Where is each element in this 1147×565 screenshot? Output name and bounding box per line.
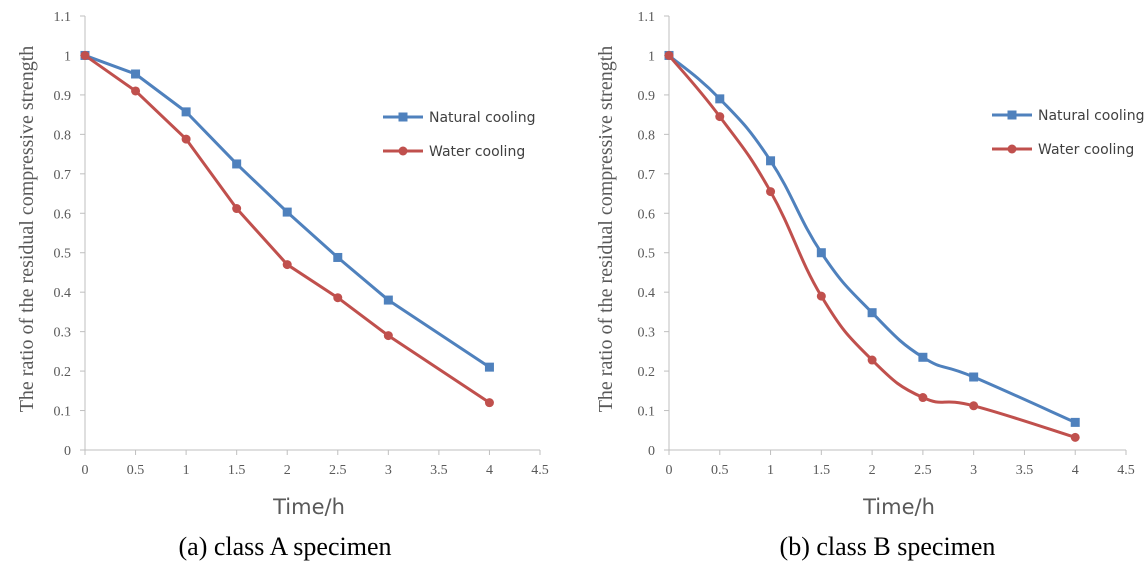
chart-b-natural-cooling-point <box>715 94 725 104</box>
chart-b-y-tick-label: 0.2 <box>638 365 656 380</box>
chart-b-plot: 0 0.1 0.2 0.3 0.4 0.5 0.6 0.7 0.8 0.9 1 1.1 0 0.5 1 1.5… <box>595 10 1144 519</box>
chart-a-y-tick-label: 1 <box>64 49 71 64</box>
chart-a-water-cooling-point <box>484 398 494 408</box>
chart-b-legend-natural-cooling-label: Natural cooling <box>1038 108 1144 124</box>
chart-a-water-cooling-point <box>181 134 191 144</box>
chart-b-natural-cooling-line <box>668 54 1076 424</box>
chart-a-x-tick-label: 3.5 <box>430 463 448 478</box>
chart-a-x-tick-label: 1.5 <box>228 463 246 478</box>
chart-a-water-cooling-point <box>282 260 292 270</box>
chart-a-water-cooling-line <box>84 54 491 404</box>
chart-a-y-tick-label: 0.3 <box>54 326 72 341</box>
chart-b-water-cooling-point <box>1070 432 1080 442</box>
chart-a-y-tick-label: 0.4 <box>54 286 72 301</box>
chart-b-x-tick-label: 0 <box>666 463 673 478</box>
chart-a-x-tick-label: 0 <box>82 463 89 478</box>
chart-a-y-tick-label: 0 <box>64 444 71 459</box>
chart-panel-b: 0 0.1 0.2 0.3 0.4 0.5 0.6 0.7 0.8 0.9 1 1.1 0 0.5 1 1.5… <box>574 0 1147 565</box>
chart-a-natural-cooling-point <box>333 252 343 262</box>
chart-a-water-cooling-point <box>80 50 90 60</box>
chart-b-water-cooling-point <box>867 355 877 365</box>
chart-b-x-tick-label: 0.5 <box>711 463 729 478</box>
chart-b-x-axis-title: Time/h <box>862 495 935 519</box>
chart-a-water-cooling-point <box>232 204 242 214</box>
chart-b-y-tick-label: 0.5 <box>638 247 656 262</box>
chart-b-water-cooling-point <box>664 50 674 60</box>
chart-b-water-cooling-point <box>816 291 826 301</box>
chart-b-water-cooling-point <box>969 401 979 411</box>
chart-b-legend-water-cooling-label: Water cooling <box>1038 142 1134 158</box>
chart-a-water-cooling-point <box>131 86 141 96</box>
chart-b-caption: (b) class B specimen <box>779 532 996 561</box>
chart-b-water-cooling-point <box>715 112 725 122</box>
chart-a-x-tick-label: 3 <box>385 463 392 478</box>
chart-b-natural-cooling-point <box>816 248 826 258</box>
chart-a-y-tick-label: 0.8 <box>54 128 72 143</box>
chart-a-y-tick-label: 0.7 <box>54 168 72 183</box>
chart-a-water-cooling-point <box>383 331 393 341</box>
chart-a-y-tick-label: 0.2 <box>54 365 72 380</box>
chart-b-water-cooling-point <box>766 187 776 197</box>
chart-b-x-tick-label: 2 <box>869 463 876 478</box>
chart-a-natural-cooling-point <box>232 159 242 169</box>
chart-a-x-tick-label: 0.5 <box>127 463 145 478</box>
chart-a-y-axis-title: The ratio of the residual compressive st… <box>16 46 38 413</box>
chart-b-natural-cooling-point <box>766 156 776 166</box>
chart-b-y-tick-label: 0 <box>648 444 655 459</box>
chart-a-x-tick-label: 4.5 <box>531 463 549 478</box>
chart-b-natural-cooling-point <box>867 308 877 318</box>
chart-a-x-tick-label: 2.5 <box>329 463 347 478</box>
chart-b-x-tick-label: 1 <box>767 463 774 478</box>
chart-a-natural-cooling-point <box>383 295 393 305</box>
chart-a-y-tick-label: 0.6 <box>54 207 72 222</box>
chart-a-water-cooling-point <box>333 293 343 303</box>
chart-b-y-tick-label: 0.6 <box>638 207 656 222</box>
chart-a-legend-water-cooling-marker <box>398 146 408 156</box>
chart-b-natural-cooling-point <box>918 352 928 362</box>
chart-b-x-tick-label: 3 <box>970 463 977 478</box>
chart-b-y-tick-label: 1 <box>648 49 655 64</box>
chart-a-natural-cooling-point <box>131 69 141 79</box>
chart-b-y-tick-label: 0.9 <box>638 89 656 104</box>
chart-b-x-tick-label: 4.5 <box>1117 463 1135 478</box>
chart-a-plot: 0 0.1 0.2 0.3 0.4 0.5 0.6 0.7 0.8 0.9 1 1.1 0 0.5 1 1.5… <box>16 10 549 519</box>
chart-a-x-axis-title: Time/h <box>272 495 345 519</box>
chart-b-x-tick-label: 4 <box>1072 463 1079 478</box>
chart-a-legend-natural-cooling-marker <box>398 112 408 122</box>
chart-a-x-tick-label: 4 <box>486 463 493 478</box>
chart-b-x-tick-label: 3.5 <box>1016 463 1034 478</box>
chart-a-legend-natural-cooling-label: Natural cooling <box>429 110 535 126</box>
chart-a-natural-cooling-point <box>484 362 494 372</box>
chart-b-y-tick-label: 1.1 <box>638 10 656 25</box>
chart-b-y-tick-label: 0.8 <box>638 128 656 143</box>
chart-a-legend-water-cooling-label: Water cooling <box>429 144 525 160</box>
chart-b-x-tick-label: 2.5 <box>914 463 932 478</box>
chart-a-x-tick-label: 2 <box>284 463 291 478</box>
chart-a-natural-cooling-line <box>84 54 491 369</box>
chart-b-y-axis-title: The ratio of the residual compressive st… <box>595 46 617 413</box>
chart-b-y-tick-label: 0.4 <box>638 286 656 301</box>
chart-a-y-tick-label: 0.9 <box>54 89 72 104</box>
chart-b-x-tick-label: 1.5 <box>813 463 831 478</box>
chart-a-y-tick-label: 0.5 <box>54 247 72 262</box>
chart-b-natural-cooling-point <box>969 372 979 382</box>
chart-a-natural-cooling-point <box>282 207 292 217</box>
chart-a-y-tick-label: 0.1 <box>54 405 72 420</box>
chart-a-natural-cooling-point <box>181 107 191 117</box>
chart-a-caption: (a) class A specimen <box>178 532 392 561</box>
chart-b-y-tick-label: 0.3 <box>638 326 656 341</box>
chart-a-x-tick-label: 1 <box>183 463 190 478</box>
chart-b-water-cooling-point <box>918 393 928 403</box>
chart-b-legend-natural-cooling-marker <box>1007 110 1017 120</box>
chart-b-y-tick-label: 0.1 <box>638 405 656 420</box>
chart-b-legend-water-cooling-marker <box>1007 144 1017 154</box>
chart-a-y-tick-label: 1.1 <box>54 10 72 25</box>
chart-b-natural-cooling-point <box>1070 417 1080 427</box>
chart-b-y-tick-label: 0.7 <box>638 168 656 183</box>
chart-panel-a: 0 0.1 0.2 0.3 0.4 0.5 0.6 0.7 0.8 0.9 1 1.1 0 0.5 1 1.5… <box>16 10 549 561</box>
